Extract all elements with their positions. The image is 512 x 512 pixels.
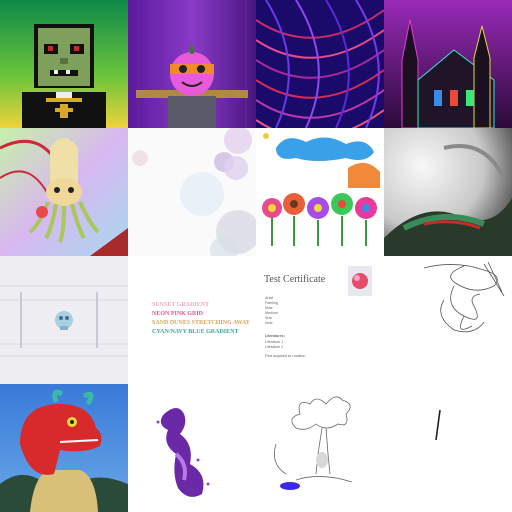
tile-single-line[interactable] [384, 384, 512, 512]
tile-purple-red-streaks[interactable] [256, 0, 384, 128]
tile-pixel-zombie-priest[interactable] [0, 0, 128, 128]
glitch-skull-image [0, 256, 128, 384]
scribble-image [384, 256, 512, 384]
tile-pumpkin-scarecrow[interactable] [128, 0, 256, 128]
cert-field-5: Size [265, 316, 272, 320]
tile-test-certificate[interactable]: Test Certificate Artist Painting Note Me… [256, 256, 384, 384]
flower-drawing-image [256, 128, 384, 256]
pumpkin-scarecrow-image [128, 0, 256, 128]
tile-red-dragon[interactable] [0, 384, 128, 512]
tile-text-lines[interactable]: SUNSET GRADIENT NEON PINK GRID SAND DUNE… [128, 256, 256, 384]
cert-field-4: Medium [265, 311, 278, 315]
cert-ref-2: Literature 2 [265, 345, 284, 349]
tile-neon-gothic-cathedral[interactable] [384, 0, 512, 128]
text-line-1: SUNSET GRADIENT [152, 302, 210, 308]
circles-image [128, 128, 256, 256]
tile-abstract-swirl[interactable] [384, 128, 512, 256]
tile-pencil-scribble[interactable] [384, 256, 512, 384]
tile-pastel-squid[interactable] [0, 128, 128, 256]
red-dragon-image [0, 384, 128, 512]
streaks-image [256, 0, 384, 128]
cert-ref-1: Literature 1 [265, 340, 284, 344]
cert-field-1: Artist [265, 296, 274, 300]
text-line-3: SAND DUNES STRETCHING AWAY [152, 320, 250, 326]
tile-sketch-tree[interactable] [256, 384, 384, 512]
tile-flower-drawing[interactable] [256, 128, 384, 256]
cert-field-2: Painting [265, 301, 278, 305]
certificate-title: Test Certificate [264, 274, 326, 285]
cert-field-3: Note [265, 306, 273, 310]
tile-purple-particles[interactable] [128, 384, 256, 512]
cathedral-image [384, 0, 512, 128]
pixel-zombie-image [0, 0, 128, 128]
cert-footer: First acquired at Location [265, 354, 306, 358]
abstract-swirl-image [384, 128, 512, 256]
tile-glitch-skull[interactable] [0, 256, 128, 384]
text-line-2: NEON PINK GRID [152, 311, 204, 317]
sketch-tree-image [256, 384, 384, 512]
tile-pastel-circles[interactable] [128, 128, 256, 256]
cert-field-6: Note [265, 321, 273, 325]
squid-image [0, 128, 128, 256]
particle-cloud-image [128, 384, 256, 512]
single-line-image [384, 384, 512, 512]
cert-section: Literatures: [265, 334, 285, 338]
text-line-4: CYAN/NAVY BLUE GRADIENT [152, 329, 239, 335]
